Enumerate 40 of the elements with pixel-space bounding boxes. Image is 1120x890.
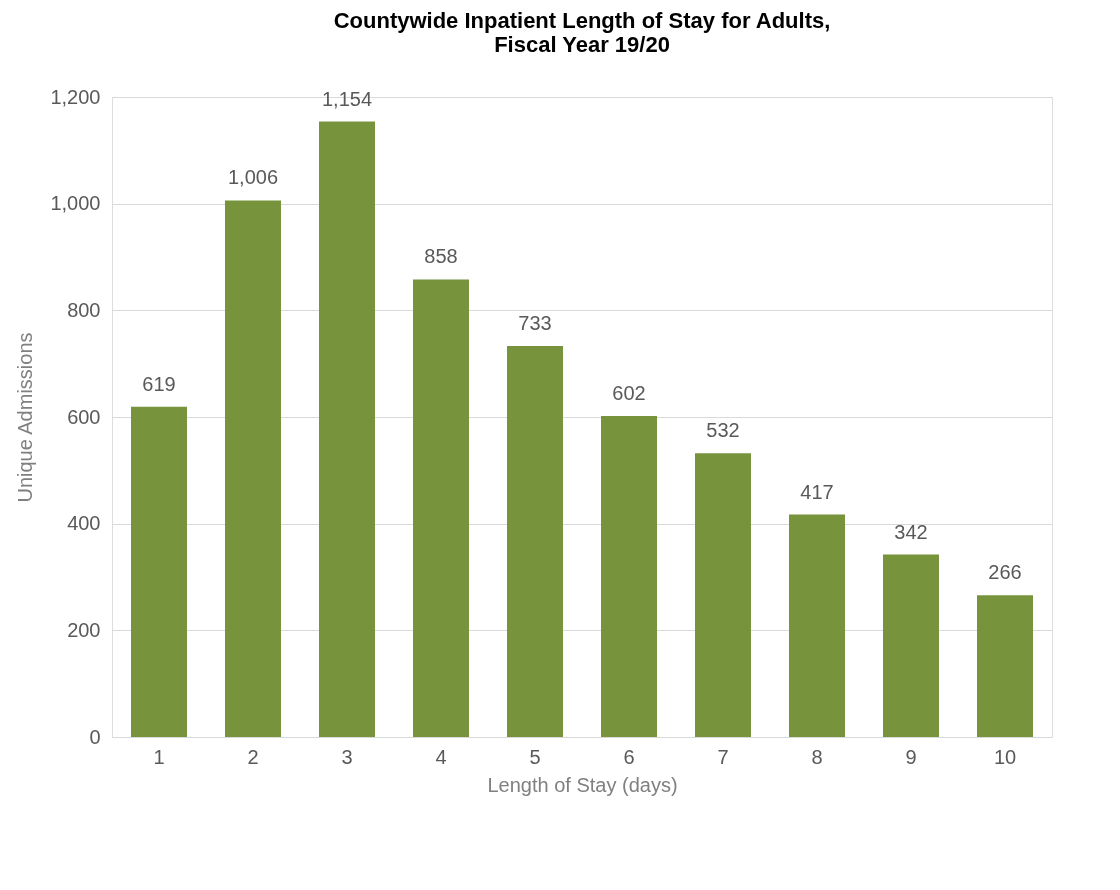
- data-label: 417: [800, 480, 834, 503]
- x-axis-title: Length of Stay (days): [487, 773, 678, 796]
- chart-title: Countywide Inpatient Length of Stay for Adults, Fiscal Year 19/20: [333, 8, 831, 57]
- bar: [319, 121, 375, 737]
- bar: [601, 415, 657, 737]
- data-label: 532: [706, 419, 740, 442]
- bar: [507, 346, 563, 737]
- x-tick-label: 5: [529, 745, 541, 768]
- y-tick-label: 1,200: [50, 85, 101, 108]
- bar: [883, 554, 939, 737]
- bar: [695, 453, 751, 737]
- data-label: 733: [518, 312, 552, 335]
- y-axis-title: Unique Admissions: [14, 332, 37, 503]
- x-tick-label: 7: [717, 745, 729, 768]
- data-label: 858: [424, 245, 458, 268]
- y-tick-label: 400: [67, 512, 101, 535]
- bar: [977, 595, 1033, 737]
- x-tick-label: 3: [341, 745, 353, 768]
- data-label: 602: [612, 381, 646, 404]
- x-tick-label: 1: [153, 745, 165, 768]
- y-tick-label: 600: [67, 405, 101, 428]
- data-label: 1,006: [227, 166, 279, 189]
- y-tick-label: 200: [67, 618, 101, 641]
- y-tick-label: 800: [67, 298, 101, 321]
- data-label: 619: [142, 372, 176, 395]
- x-tick-label: 10: [993, 745, 1017, 768]
- x-tick-label: 8: [811, 745, 823, 768]
- bar: [413, 279, 469, 737]
- x-tick-label: 2: [247, 745, 259, 768]
- x-tick-label: 6: [623, 745, 635, 768]
- y-tick-label: 1,000: [50, 192, 101, 215]
- bar: [225, 200, 281, 737]
- data-label: 266: [988, 561, 1022, 584]
- y-tick-label: 0: [89, 725, 101, 748]
- data-label: 342: [894, 520, 928, 543]
- x-tick-label: 9: [905, 745, 917, 768]
- x-tick-label: 4: [435, 745, 447, 768]
- bar: [131, 406, 187, 737]
- bar: [789, 514, 845, 737]
- data-label: 1,154: [321, 87, 373, 110]
